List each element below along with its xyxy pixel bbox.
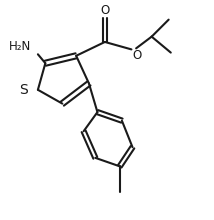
Text: O: O — [132, 49, 141, 62]
Text: S: S — [19, 83, 28, 97]
Text: H₂N: H₂N — [9, 40, 31, 53]
Text: O: O — [100, 4, 110, 17]
